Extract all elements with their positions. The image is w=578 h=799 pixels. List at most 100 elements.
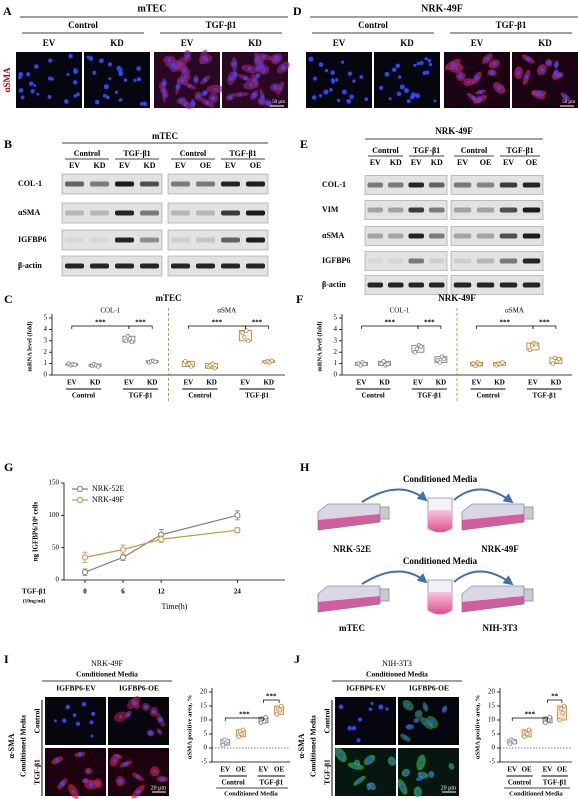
data-point bbox=[277, 708, 283, 713]
legend-marker bbox=[76, 485, 84, 493]
nucleus bbox=[68, 53, 73, 59]
nucleus bbox=[357, 779, 362, 783]
nucleus bbox=[478, 90, 483, 94]
x-tick-label: EV bbox=[507, 766, 517, 774]
medium bbox=[318, 514, 380, 530]
y-tick-label: -5 bbox=[489, 758, 495, 766]
nucleus bbox=[323, 89, 329, 95]
label: EV bbox=[370, 158, 381, 167]
nucleus bbox=[341, 89, 347, 95]
y-tick-label: 4 bbox=[334, 325, 338, 333]
y-tick-label: 0 bbox=[492, 744, 496, 752]
nucleus bbox=[119, 715, 123, 719]
x-tick-label: OE bbox=[522, 766, 532, 774]
blot-band bbox=[476, 207, 495, 213]
label: TGF-β1 bbox=[229, 149, 256, 158]
group-label: TGF-β1 bbox=[245, 392, 269, 400]
nucleus bbox=[346, 98, 352, 104]
group-label: Control bbox=[476, 392, 499, 400]
x-tick-label: KD bbox=[206, 379, 217, 387]
label: αSMA bbox=[18, 208, 40, 217]
label: TGF-β1 bbox=[206, 20, 237, 30]
x-tick-label: OE bbox=[274, 766, 284, 774]
significance: *** bbox=[384, 319, 395, 327]
label: Control bbox=[358, 20, 388, 30]
label: 50 μm bbox=[562, 100, 575, 105]
nucleus bbox=[26, 72, 31, 77]
arrow bbox=[361, 570, 428, 585]
blot-band bbox=[387, 258, 404, 264]
medium bbox=[462, 514, 524, 530]
x-tick-label: 6 bbox=[121, 588, 125, 596]
data-point bbox=[279, 703, 284, 709]
blot-strip bbox=[61, 173, 163, 195]
x-tick-label: OE bbox=[557, 766, 567, 774]
blot-band bbox=[522, 207, 541, 213]
nucleus bbox=[255, 73, 260, 78]
nucleus bbox=[347, 71, 353, 76]
nucleus bbox=[378, 704, 384, 710]
nucleus bbox=[524, 75, 529, 80]
label: NRK-49F bbox=[435, 126, 473, 136]
blot-band bbox=[428, 258, 445, 264]
arrow bbox=[453, 570, 514, 586]
nucleus bbox=[243, 76, 248, 81]
nucleus bbox=[407, 724, 413, 730]
label: D bbox=[293, 4, 302, 18]
label: COL-1 bbox=[390, 307, 410, 315]
label: Control bbox=[33, 709, 42, 734]
blot-strip bbox=[61, 202, 163, 224]
blot-band bbox=[246, 210, 265, 216]
label: αSMA bbox=[505, 307, 524, 315]
nucleus bbox=[108, 77, 112, 81]
nucleus bbox=[388, 97, 392, 101]
data-point bbox=[242, 335, 247, 340]
blot-band bbox=[115, 237, 134, 243]
label: EV bbox=[69, 161, 80, 170]
nucleus bbox=[151, 709, 157, 714]
nucleus bbox=[318, 93, 323, 98]
blot-band bbox=[453, 182, 472, 188]
nucleus bbox=[75, 721, 81, 727]
label: Conditioned Media bbox=[366, 670, 428, 679]
data-point bbox=[263, 715, 268, 720]
significance: *** bbox=[424, 319, 435, 327]
label: Control bbox=[180, 149, 207, 158]
label: KD bbox=[431, 158, 443, 167]
flask-neck bbox=[523, 506, 534, 520]
nucleus bbox=[324, 68, 329, 73]
label: Control bbox=[323, 709, 332, 734]
blot-band bbox=[65, 210, 84, 216]
x-tick-label: KD bbox=[90, 379, 101, 387]
nucleus bbox=[367, 757, 373, 763]
data-point bbox=[220, 743, 226, 748]
legend-marker bbox=[76, 496, 84, 504]
label: NRK-52E bbox=[333, 544, 371, 554]
nucleus bbox=[72, 80, 78, 85]
nucleus bbox=[143, 704, 149, 710]
nucleus bbox=[90, 734, 94, 738]
nucleus bbox=[118, 778, 123, 784]
x-tick-label: EV bbox=[67, 379, 77, 387]
nucleus bbox=[92, 70, 97, 75]
y-tick-label: 4 bbox=[44, 325, 48, 333]
significance: *** bbox=[252, 319, 263, 327]
blot-strip bbox=[364, 226, 448, 246]
y-tick-label: 50 bbox=[52, 543, 60, 551]
nucleus bbox=[411, 92, 416, 97]
label: COL-1 bbox=[18, 179, 42, 188]
label: mTEC bbox=[339, 623, 365, 633]
nucleus bbox=[278, 86, 282, 90]
nucleus bbox=[252, 92, 257, 98]
nucleus bbox=[357, 717, 363, 722]
data-point bbox=[381, 359, 386, 364]
label: J bbox=[294, 652, 300, 666]
blot-band bbox=[246, 181, 265, 187]
blot-band bbox=[367, 233, 384, 239]
blot-band bbox=[196, 237, 215, 243]
nucleus bbox=[238, 93, 242, 97]
label: F bbox=[296, 292, 303, 306]
blot-strip bbox=[450, 226, 544, 246]
significance-bracket bbox=[263, 699, 280, 703]
blot-strip bbox=[450, 200, 544, 220]
